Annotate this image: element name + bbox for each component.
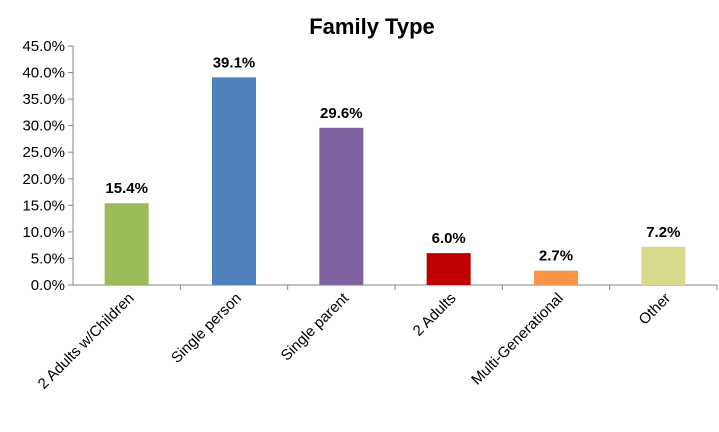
data-label: 6.0%	[432, 230, 466, 247]
y-tick-label: 10.0%	[22, 224, 65, 241]
data-label: 15.4%	[105, 180, 148, 197]
y-tick-label: 5.0%	[31, 250, 65, 267]
category-label: Single parent	[278, 289, 353, 364]
category-label-group: 2 Adults w/Children Single person Single p…	[35, 289, 674, 392]
bar	[104, 203, 149, 285]
chart-axes: 0.0% 5.0% 10.0% 15.0% 20.0% 25.0% 30.0% 35.0% 40…	[22, 38, 718, 294]
data-label: 29.6%	[320, 105, 363, 122]
category-label: 2 Adults w/Children	[35, 290, 138, 393]
y-tick-label: 35.0%	[22, 91, 65, 108]
bar	[319, 127, 364, 286]
bar	[641, 246, 686, 285]
y-tick-label: 20.0%	[22, 171, 65, 188]
category-label: Other	[636, 290, 675, 329]
y-tick-label: 25.0%	[22, 144, 65, 161]
category-label: Multi-Generational	[468, 290, 567, 389]
y-tick-label: 0.0%	[31, 277, 65, 294]
y-tick-label: 15.0%	[22, 197, 65, 214]
bar	[212, 77, 256, 285]
data-label-group: 15.4% 39.1% 29.6% 6.0% 2.7% 7.2%	[105, 54, 680, 264]
chart-title: Family Type	[309, 14, 435, 39]
data-label: 39.1%	[213, 54, 256, 71]
bar	[534, 270, 578, 285]
data-label: 2.7%	[539, 248, 573, 265]
y-tick-label: 45.0%	[22, 38, 65, 55]
y-tick-label: 30.0%	[22, 118, 65, 135]
y-tick-label: 40.0%	[22, 65, 65, 82]
data-label: 7.2%	[646, 224, 680, 241]
bar-group	[104, 77, 686, 286]
category-label: 2 Adults	[410, 290, 460, 340]
category-label: Single person	[168, 290, 245, 367]
bar	[426, 253, 471, 285]
